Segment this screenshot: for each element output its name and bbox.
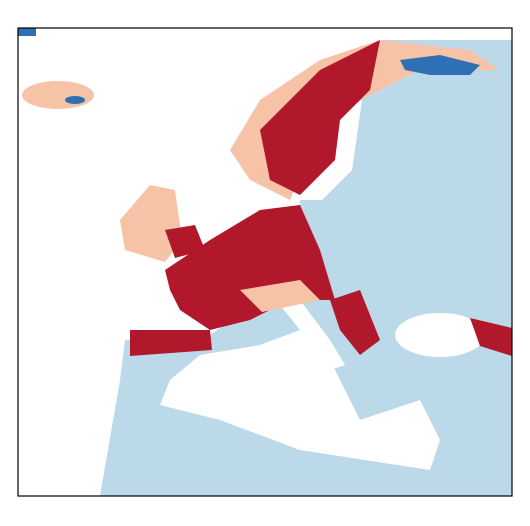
sea <box>280 300 345 370</box>
spot <box>400 55 480 75</box>
spot <box>18 28 36 36</box>
sea <box>395 313 485 357</box>
turkey-north <box>470 318 512 356</box>
frame <box>17 27 513 497</box>
scandinavia-core <box>260 40 380 195</box>
sea <box>160 330 440 470</box>
balkans <box>330 290 380 355</box>
iceland <box>22 81 94 109</box>
iberia-north <box>130 330 212 356</box>
spot <box>65 96 85 104</box>
england-south <box>165 225 205 258</box>
map-body <box>18 28 512 496</box>
alps <box>240 280 320 312</box>
britain <box>120 185 182 262</box>
